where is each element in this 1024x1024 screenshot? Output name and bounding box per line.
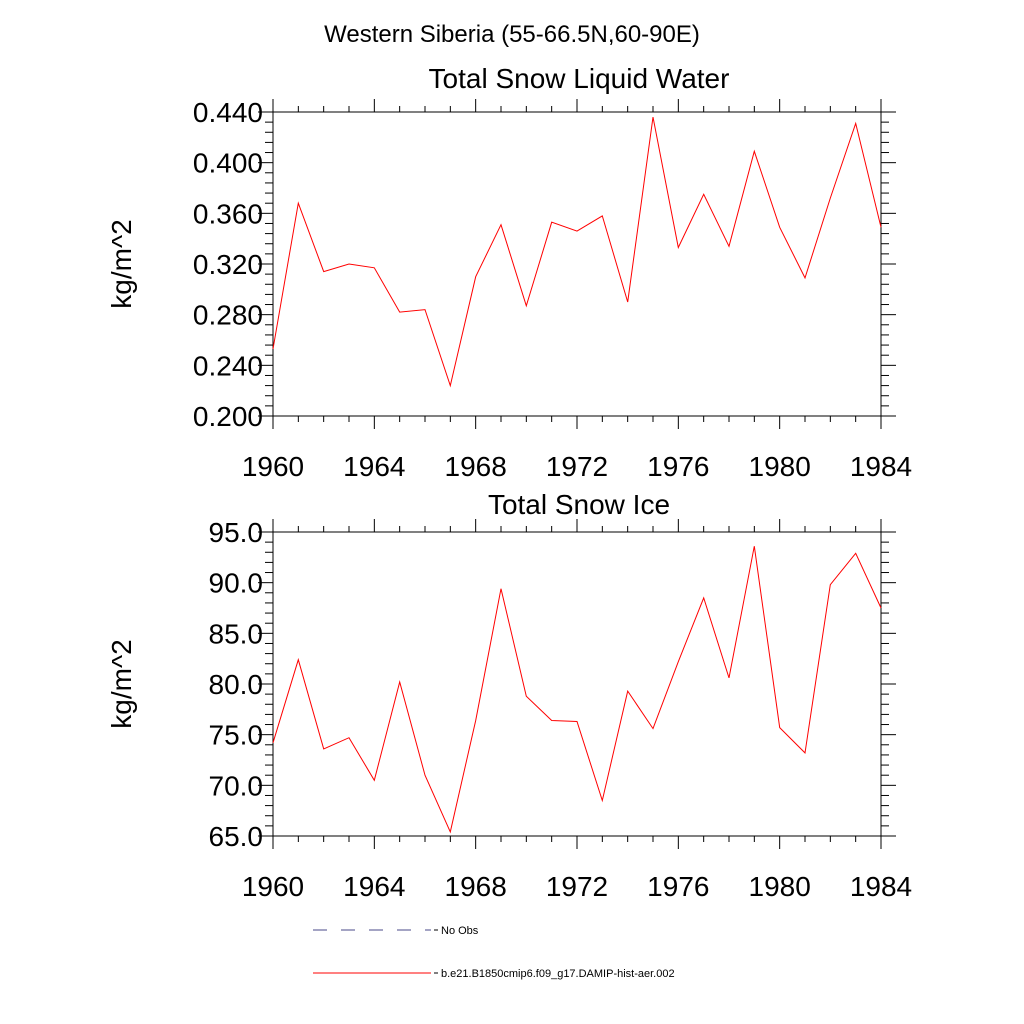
x-tick-label: 1964: [343, 871, 405, 902]
x-tick-label: 1976: [647, 871, 709, 902]
x-tick-label: 1980: [749, 871, 811, 902]
y-tick-label: 85.0: [209, 618, 264, 649]
x-tick-label: 1976: [647, 451, 709, 482]
plot-frame: [272, 111, 882, 417]
x-tick-label: 1964: [343, 451, 405, 482]
x-tick-label: 1984: [850, 871, 912, 902]
chart-snow-ice: Total Snow Ice kg/m^2 1960 1964 1968 1972 1976…: [106, 489, 912, 902]
y-tick-label: 0.240: [193, 350, 263, 381]
y-tick-label: 0.360: [193, 198, 263, 229]
y-tick-label: 90.0: [209, 568, 264, 599]
y-tick-label: 0.440: [193, 97, 263, 128]
x-tick-label: 1984: [850, 451, 912, 482]
y-axis-label: kg/m^2: [106, 639, 137, 728]
y-tick-label: 70.0: [209, 770, 264, 801]
legend-label-no-obs: No Obs: [441, 925, 479, 937]
y-tick-label: 0.320: [193, 249, 263, 280]
y-tick-label: 95.0: [209, 517, 264, 548]
x-tick-label: 1968: [445, 451, 507, 482]
figure-title: Western Siberia (55-66.5N,60-90E): [324, 21, 700, 48]
legend-label-model: b.e21.B1850cmip6.f09_g17.DAMIP-hist-aer.…: [441, 968, 675, 980]
y-tick-label: 65.0: [209, 821, 264, 852]
chart-title: Total Snow Liquid Water: [429, 63, 730, 94]
y-tick-label: 75.0: [209, 720, 264, 751]
x-tick-label: 1972: [546, 871, 608, 902]
y-axis-label: kg/m^2: [106, 219, 137, 308]
x-tick-label: 1960: [242, 451, 304, 482]
x-tick-label: 1968: [445, 871, 507, 902]
chart-title: Total Snow Ice: [488, 489, 670, 520]
series-line: [272, 117, 882, 388]
y-tick-label: 80.0: [209, 669, 264, 700]
y-tick-label: 0.280: [193, 300, 263, 331]
legend: No Obs b.e21.B1850cmip6.f09_g17.DAMIP-hi…: [313, 925, 675, 980]
series-line: [272, 546, 882, 834]
plot-frame: [272, 531, 882, 837]
x-tick-label: 1980: [749, 451, 811, 482]
x-tick-label: 1960: [242, 871, 304, 902]
y-tick-label: 0.400: [193, 148, 263, 179]
x-tick-label: 1972: [546, 451, 608, 482]
y-tick-label: 0.200: [193, 401, 263, 432]
chart-liquid-water: Total Snow Liquid Water kg/m^2 1960 1964 196…: [106, 63, 912, 482]
